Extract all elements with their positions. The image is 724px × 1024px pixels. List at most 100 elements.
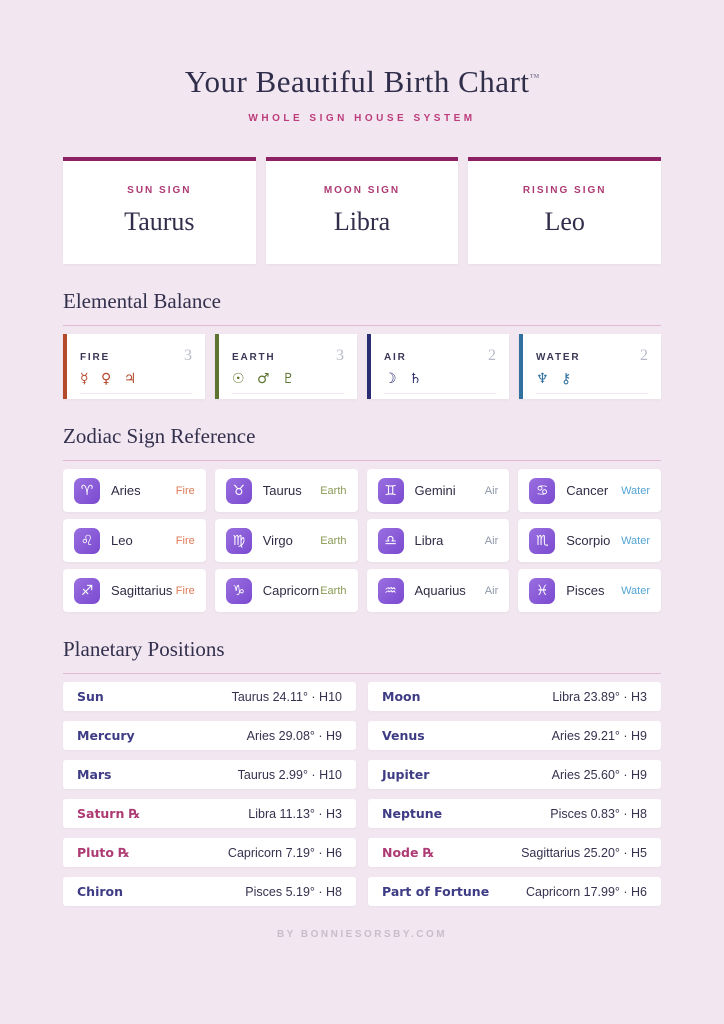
element-count: 3	[336, 347, 344, 364]
zodiac-sign-icon: ♏	[529, 527, 556, 554]
planet-name: Pluto ℞	[77, 845, 130, 860]
zodiac-card: ♏ Scorpio Water	[518, 519, 661, 562]
planet-position-row: Chiron Pisces 5.19° · H8	[63, 877, 356, 906]
zodiac-reference-grid: ♈ Aries Fire ♉ Taurus Earth ♊ Gemini Air…	[63, 469, 661, 612]
element-name: AIR	[384, 352, 407, 363]
page-title: Your Beautiful Birth Chart™	[63, 64, 661, 100]
section-heading-zodiac: Zodiac Sign Reference	[63, 424, 661, 461]
planet-position-value: Pisces 5.19° · H8	[245, 884, 342, 899]
footer-credit: BY BONNIESORSBY.COM	[276, 929, 448, 940]
element-count: 3	[184, 347, 192, 364]
zodiac-sign-name: Taurus	[262, 483, 302, 498]
planet-position-value: Aries 25.60° · H9	[551, 767, 647, 782]
planet-name: Mars	[77, 767, 112, 782]
zodiac-sign-name: Capricorn	[262, 583, 320, 598]
page-title-text: Your Beautiful Birth Chart	[184, 64, 530, 99]
zodiac-sign-element: Fire	[175, 484, 195, 497]
zodiac-sign-element: Fire	[175, 584, 195, 597]
zodiac-sign-icon: ♍	[225, 527, 252, 554]
element-card: AIR 2 ☽ ♄	[367, 334, 509, 399]
elemental-balance-grid: FIRE 3 ☿ ♀ ♃ EARTH 3 ☉ ♂ ♇ AIR 2 ☽ ♄ WAT…	[63, 334, 661, 399]
planet-position-row: Part of Fortune Capricorn 17.99° · H6	[368, 877, 661, 906]
sign-card-label: RISING SIGN	[522, 185, 607, 196]
element-card: WATER 2 ♆ ⚷	[519, 334, 661, 399]
zodiac-card: ♓ Pisces Water	[518, 569, 661, 612]
zodiac-sign-element: Earth	[320, 484, 347, 497]
zodiac-sign-icon: ♒	[377, 577, 404, 604]
element-card-header: WATER 2	[536, 347, 648, 365]
zodiac-sign-element: Earth	[320, 534, 347, 547]
planet-name: Neptune	[382, 806, 443, 821]
element-planet-glyphs: ♆ ⚷	[536, 371, 648, 394]
element-card: EARTH 3 ☉ ♂ ♇	[215, 334, 357, 399]
planet-name: Node ℞	[382, 845, 435, 860]
sign-card-value: Leo	[544, 207, 585, 236]
element-card-header: AIR 2	[384, 347, 496, 365]
planet-position-value: Aries 29.08° · H9	[246, 728, 342, 743]
element-card: FIRE 3 ☿ ♀ ♃	[63, 334, 205, 399]
zodiac-sign-icon: ♈	[74, 477, 100, 504]
trademark-symbol: ™	[529, 72, 540, 84]
planet-position-row: Pluto ℞ Capricorn 7.19° · H6	[63, 838, 356, 867]
zodiac-sign-element: Water	[621, 584, 650, 597]
sign-card-value: Libra	[333, 207, 391, 236]
zodiac-card: ♐ Sagittarius Fire	[63, 569, 206, 612]
element-card-header: EARTH 3	[232, 347, 344, 365]
element-card-header: FIRE 3	[80, 347, 192, 365]
zodiac-card: ♎ Libra Air	[366, 519, 510, 562]
zodiac-sign-element: Air	[484, 584, 499, 597]
zodiac-sign-icon: ♎	[377, 527, 404, 554]
zodiac-sign-icon: ♊	[377, 477, 404, 504]
planet-position-row: Mars Taurus 2.99° · H10	[63, 760, 356, 789]
planet-position-row: Neptune Pisces 0.83° · H8	[368, 799, 661, 828]
zodiac-card: ♈ Aries Fire	[63, 469, 206, 512]
zodiac-card: ♊ Gemini Air	[366, 469, 510, 512]
planet-name: Mercury	[77, 728, 135, 743]
sign-card-label: MOON SIGN	[323, 185, 401, 196]
planet-position-value: Capricorn 7.19° · H6	[227, 845, 342, 860]
planet-position-row: Jupiter Aries 25.60° · H9	[368, 760, 661, 789]
zodiac-sign-icon: ♋	[529, 477, 556, 504]
element-name: EARTH	[232, 352, 276, 363]
planet-position-value: Capricorn 17.99° · H6	[525, 884, 647, 899]
zodiac-sign-icon: ♐	[74, 577, 100, 604]
planet-name: Sun	[77, 689, 104, 704]
element-count: 2	[488, 347, 496, 364]
planet-position-value: Pisces 0.83° · H8	[550, 806, 647, 821]
sign-card: MOON SIGN Libra	[265, 157, 459, 264]
element-planet-glyphs: ☽ ♄	[384, 371, 496, 394]
planet-name: Chiron	[77, 884, 124, 899]
zodiac-card: ♌ Leo Fire	[63, 519, 206, 562]
zodiac-sign-icon: ♑	[225, 577, 252, 604]
zodiac-card: ♍ Virgo Earth	[214, 519, 358, 562]
planet-name: Jupiter	[382, 767, 430, 782]
planet-name: Moon	[382, 689, 421, 704]
planet-position-value: Libra 23.89° · H3	[552, 689, 647, 704]
element-name: FIRE	[80, 352, 110, 363]
planet-position-value: Libra 11.13° · H3	[248, 806, 342, 821]
zodiac-sign-name: Scorpio	[566, 533, 611, 548]
planet-name: Part of Fortune	[382, 884, 490, 899]
zodiac-sign-name: Sagittarius	[111, 583, 173, 598]
zodiac-sign-element: Air	[484, 534, 499, 547]
zodiac-sign-element: Water	[621, 534, 650, 547]
zodiac-sign-name: Gemini	[414, 483, 456, 498]
planet-position-value: Sagittarius 25.20° · H5	[521, 845, 647, 860]
planet-name: Venus	[382, 728, 425, 743]
zodiac-card: ♒ Aquarius Air	[366, 569, 510, 612]
zodiac-sign-name: Pisces	[566, 583, 605, 598]
sign-card-label: SUN SIGN	[127, 185, 192, 196]
planet-name: Saturn ℞	[77, 806, 140, 821]
element-planet-glyphs: ☿ ♀ ♃	[80, 371, 192, 394]
zodiac-sign-name: Virgo	[262, 533, 293, 548]
planet-position-value: Taurus 24.11° · H10	[231, 689, 342, 704]
section-heading-planets: Planetary Positions	[63, 637, 661, 674]
sign-card-value: Taurus	[124, 207, 195, 236]
element-count: 2	[640, 347, 648, 364]
planet-position-row: Moon Libra 23.89° · H3	[368, 682, 661, 711]
planet-position-value: Aries 29.21° · H9	[551, 728, 647, 743]
planet-position-row: Sun Taurus 24.11° · H10	[63, 682, 356, 711]
planet-position-row: Node ℞ Sagittarius 25.20° · H5	[368, 838, 661, 867]
page-header: Your Beautiful Birth Chart™ WHOLE SIGN H…	[63, 0, 661, 124]
zodiac-sign-name: Cancer	[566, 483, 609, 498]
